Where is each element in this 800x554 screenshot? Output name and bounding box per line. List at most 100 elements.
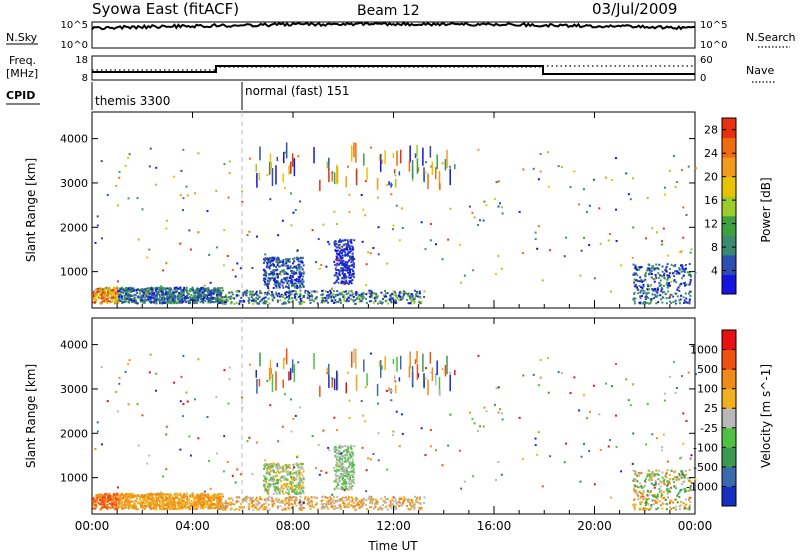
power-cell [266,291,269,294]
power-cell [271,262,274,265]
velocity-cell [111,506,114,509]
velocity-cell [269,470,272,473]
velocity-cell [270,476,273,479]
power-cell [306,292,309,295]
power-cell [107,287,110,290]
power-cell [282,270,285,273]
power-cell [159,302,162,305]
velocity-cell [252,505,255,508]
velocity-cell [139,502,142,505]
power-cell [661,240,664,243]
velocity-cell [645,501,648,504]
power-cell [96,215,99,218]
velocity-cell [171,504,174,507]
power-cell [420,301,423,304]
power-cell [220,292,223,295]
velocity-cell [414,495,417,498]
power-cell [184,295,187,298]
velocity-cell [142,500,145,503]
velocity-cell [284,498,287,501]
velocity-cell [666,480,669,483]
power-cell [313,300,316,303]
velocity-cell [290,475,293,478]
power-cell [344,265,347,268]
power-cell [150,294,153,297]
power-cell [199,297,202,300]
power-cell [335,279,338,282]
power-cell [390,193,393,196]
velocity-cell [343,504,346,507]
velocity-cell [127,363,130,366]
power-cell [286,264,289,267]
velocity-cell [127,504,130,507]
power-cell [633,291,636,294]
power-cell [281,281,284,284]
power-cell [341,254,344,257]
power-cell [423,167,425,182]
power-cell [290,269,293,272]
velocity-cell [398,377,401,382]
power-cell [394,174,397,177]
power-cell [118,292,121,295]
velocity-cell [346,467,349,470]
power-cell [254,292,257,295]
power-cell [110,292,113,295]
velocity-cell [340,465,343,468]
power-cell [199,288,202,291]
power-cell [128,294,131,297]
velocity-cell [334,501,337,504]
power-cell [295,293,298,296]
power-cell [347,240,350,243]
power-cell [164,292,167,295]
velocity-cell [254,506,257,509]
power-cell [275,284,278,287]
velocity-cell [660,492,663,495]
velocity-cell [295,498,298,501]
velocity-cell [668,482,671,485]
power-cell [298,285,301,288]
power-cell [497,205,500,208]
power-cell [409,145,411,163]
power-cell [301,261,304,264]
colorbar-swatch [722,118,736,139]
power-cell [350,261,353,264]
power-cell [674,185,677,188]
power-cell [143,300,146,303]
power-cell [297,275,300,278]
power-cell [216,293,219,296]
velocity-cell [463,480,466,483]
velocity-cell [436,360,438,376]
power-cell [370,290,373,293]
power-cell [172,293,175,296]
colorbar-swatch [722,274,736,295]
velocity-cell [169,499,172,502]
power-cell [171,298,174,301]
velocity-cell [160,498,163,501]
y-tick-label: 3000 [60,177,88,190]
power-cell [272,265,275,268]
power-cell [632,226,635,229]
velocity-cell [410,499,413,502]
velocity-cell [410,505,413,508]
power-cell [666,286,669,289]
power-cell [199,295,202,298]
power-cell [279,282,282,285]
power-cell [101,291,104,294]
power-cell [263,283,266,286]
power-cell [350,249,353,252]
power-cell [340,240,343,243]
velocity-cell [212,507,215,510]
power-cell [161,293,164,296]
power-cell [287,293,290,296]
power-cell [299,280,302,283]
velocity-cell [661,471,664,474]
power-cell [335,223,338,226]
velocity-cell [159,504,162,507]
velocity-cell [270,465,273,468]
velocity-cell [233,508,236,511]
power-cell [112,290,115,293]
power-cell [179,286,182,289]
power-cell [298,260,301,263]
power-cell [430,165,433,168]
power-cell [659,298,662,301]
